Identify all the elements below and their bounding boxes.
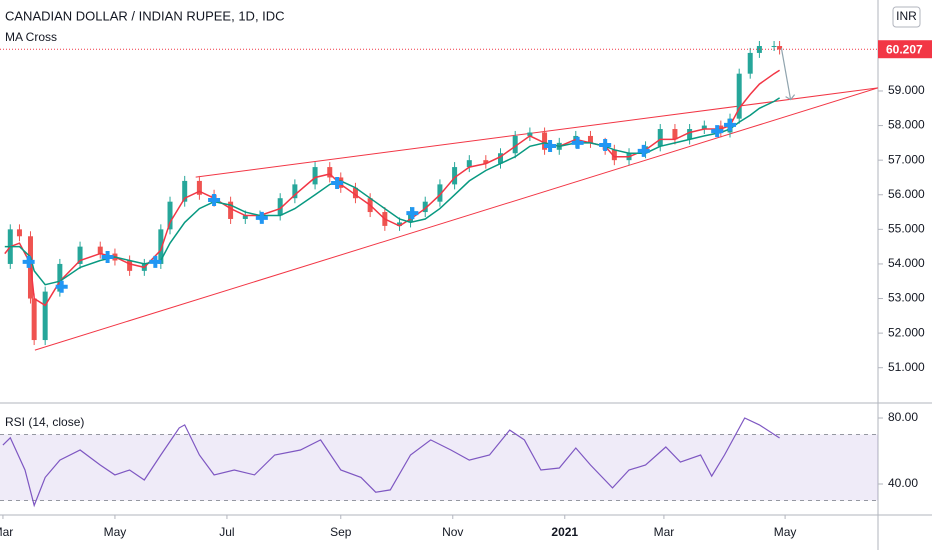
- candle: [196, 180, 202, 195]
- x-tick-label: Sep: [330, 525, 352, 539]
- price-pane: [0, 41, 878, 351]
- trendline: [195, 87, 878, 178]
- y-tick-label: 40.00: [888, 476, 918, 490]
- y-tick-label: 54.000: [888, 256, 925, 270]
- candle: [277, 198, 283, 216]
- candle: [498, 153, 504, 164]
- y-tick-label: 58.000: [888, 118, 925, 132]
- x-tick-label: Mar: [0, 525, 13, 539]
- candle: [292, 184, 298, 199]
- last-price-label: 60.207: [886, 42, 923, 56]
- candle: [657, 129, 663, 147]
- ma-cross-marker: [571, 136, 584, 149]
- candle: [16, 229, 22, 237]
- candle: [587, 135, 593, 143]
- ma-cross-marker: [406, 207, 419, 220]
- rsi-line: [2, 417, 780, 508]
- ma-cross-marker: [331, 176, 344, 189]
- candle: [611, 149, 617, 161]
- moving-average: [4, 69, 781, 307]
- rsi-pane: [0, 417, 878, 508]
- y-tick-label: 55.000: [888, 222, 925, 236]
- trendline: [34, 87, 878, 351]
- candle: [542, 132, 548, 150]
- ma-cross-marker: [711, 125, 724, 138]
- y-tick-label: 56.000: [888, 187, 925, 201]
- candle: [228, 201, 234, 219]
- ma-cross-marker: [22, 255, 35, 268]
- candle: [397, 222, 403, 226]
- ma-cross-marker: [599, 138, 612, 151]
- candle: [466, 160, 472, 168]
- ma-cross-marker: [101, 251, 114, 264]
- candle: [312, 167, 318, 185]
- y-tick-label: 80.00: [888, 410, 918, 424]
- candle: [31, 298, 37, 341]
- rsi-title: RSI (14, close): [5, 415, 84, 429]
- candle: [672, 129, 678, 140]
- last-price-tag: [878, 40, 932, 59]
- candle: [182, 180, 188, 202]
- axes: 51.000 52.000 53.000 54.000 55.000 56.000 57.0…: [0, 40, 932, 539]
- candle: [771, 46, 777, 48]
- y-tick-label: 53.000: [888, 291, 925, 305]
- candle: [687, 129, 693, 140]
- candle: [736, 73, 742, 119]
- rsi-band: [0, 434, 878, 501]
- y-tick-label: 59.000: [888, 83, 925, 97]
- x-tick-label: Jul: [219, 525, 234, 539]
- chart-title: CANADIAN DOLLAR / INDIAN RUPEE, 1D, IDC: [5, 8, 285, 23]
- candle: [527, 132, 533, 136]
- x-tick-label: May: [774, 525, 797, 539]
- y-tick-label: 52.000: [888, 325, 925, 339]
- ma-cross-marker: [55, 280, 68, 293]
- candle: [701, 125, 707, 130]
- candle: [167, 201, 173, 230]
- candle: [777, 46, 783, 50]
- y-tick-label: 51.000: [888, 360, 925, 374]
- candle: [512, 135, 518, 154]
- candle: [437, 184, 443, 202]
- candle: [158, 229, 164, 264]
- ma-cross-marker: [544, 139, 557, 152]
- candle: [42, 291, 48, 341]
- x-tick-label: 2021: [551, 525, 578, 539]
- candle: [747, 52, 753, 74]
- candle: [327, 167, 333, 178]
- candle: [242, 215, 248, 219]
- candle: [352, 187, 358, 199]
- currency-label[interactable]: INR: [896, 9, 917, 23]
- currency-box[interactable]: [892, 6, 921, 28]
- candle: [127, 260, 133, 271]
- candle: [483, 160, 489, 164]
- candle: [422, 201, 428, 213]
- ma-cross-marker: [208, 193, 221, 206]
- ma-cross-marker: [255, 211, 268, 224]
- ma-cross-marker: [637, 144, 650, 157]
- ma-cross-marker: [149, 255, 162, 268]
- candle: [97, 246, 103, 254]
- y-tick-label: 57.000: [888, 152, 925, 166]
- candle: [77, 246, 83, 264]
- x-tick-label: May: [104, 525, 127, 539]
- x-tick-label: Nov: [442, 525, 463, 539]
- moving-average: [4, 97, 781, 286]
- indicator-label: MA Cross: [5, 30, 57, 44]
- candle: [452, 167, 458, 185]
- candle: [57, 263, 63, 292]
- projection-arrow: [780, 47, 796, 101]
- ma-cross-marker: [724, 118, 737, 131]
- x-tick-label: Mar: [654, 525, 675, 539]
